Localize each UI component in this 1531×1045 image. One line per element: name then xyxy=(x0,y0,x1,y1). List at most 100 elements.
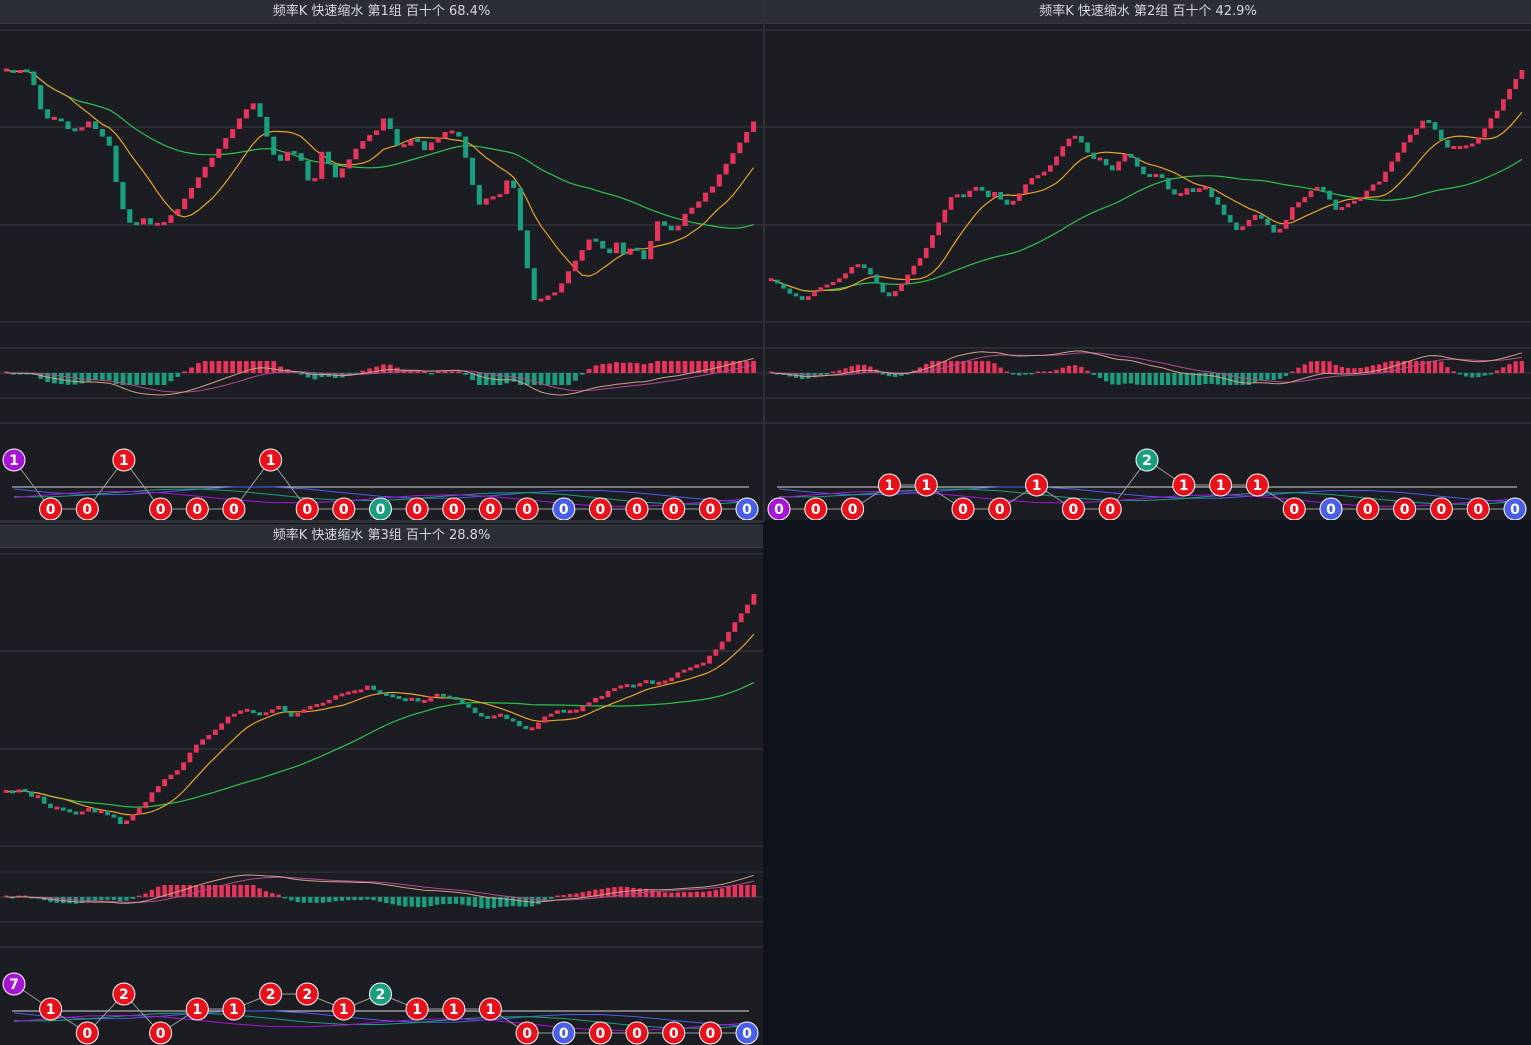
candle xyxy=(374,130,380,135)
candle xyxy=(1308,190,1314,198)
candle xyxy=(542,716,548,723)
ma-short-line xyxy=(770,111,1523,292)
macd-bar xyxy=(573,373,578,381)
candle xyxy=(276,705,281,710)
macd-bar xyxy=(1451,371,1456,373)
candle xyxy=(271,136,277,155)
candle xyxy=(899,283,904,292)
candle xyxy=(460,698,465,705)
marker-circle xyxy=(1061,497,1085,520)
candle xyxy=(111,814,117,818)
macd-bar xyxy=(737,361,743,373)
candle xyxy=(1271,225,1277,233)
candle xyxy=(572,260,578,272)
candle xyxy=(86,121,92,128)
candle xyxy=(1259,214,1264,219)
candle xyxy=(339,168,345,178)
macd-bar xyxy=(1010,373,1016,375)
macd-bar xyxy=(710,361,715,373)
macd-bar xyxy=(113,373,119,385)
marker-circle xyxy=(1098,497,1122,520)
macd-bar xyxy=(1203,373,1208,385)
candle xyxy=(278,154,284,161)
candle xyxy=(524,230,530,269)
macd-bar xyxy=(162,885,167,897)
marker: 0 xyxy=(185,497,209,520)
marker: 0 xyxy=(75,497,99,520)
macd-bar xyxy=(161,373,167,385)
marker-label: 0 xyxy=(1069,502,1079,518)
candle xyxy=(745,604,750,614)
marker: 0 xyxy=(149,497,173,520)
macd-bar xyxy=(504,373,510,384)
candle xyxy=(470,157,476,185)
candle xyxy=(713,649,719,656)
candle xyxy=(35,795,41,799)
marker-circle xyxy=(2,972,26,996)
candle xyxy=(726,631,731,642)
candle xyxy=(1141,166,1146,175)
candle xyxy=(447,695,453,699)
macd-bar xyxy=(308,897,313,903)
marker-label: 0 xyxy=(774,502,784,518)
marker: 0 xyxy=(552,497,576,520)
macd-bar xyxy=(1252,373,1258,383)
macd-bar xyxy=(675,892,680,897)
candle xyxy=(390,694,396,698)
candle xyxy=(1345,203,1351,208)
macd-bar xyxy=(656,891,661,897)
marker: 0 xyxy=(1319,497,1343,520)
marker-label: 0 xyxy=(1400,502,1410,518)
candle xyxy=(961,194,966,198)
marker-label: 1 xyxy=(266,453,276,469)
macd-bar xyxy=(643,888,649,897)
marker-circle xyxy=(39,997,63,1021)
macd-bar xyxy=(319,373,325,378)
candle xyxy=(1246,219,1252,227)
macd-bar xyxy=(111,897,117,900)
chart-panel-1[interactable]: 频率K 快速缩水 第1组 百十个 68.4% 1 0 0 1 0 0 0 1 0 0 0 0 0 0 0 0 0… xyxy=(0,0,763,520)
macd-bar xyxy=(1035,371,1040,373)
macd-bar xyxy=(1327,361,1332,373)
macd-bar xyxy=(141,373,146,385)
candle xyxy=(985,190,991,198)
candle xyxy=(312,178,318,182)
macd-bar xyxy=(668,361,674,373)
candle xyxy=(1017,193,1022,201)
marker-circle xyxy=(1393,497,1417,520)
macd-bar xyxy=(1321,361,1326,373)
candle xyxy=(1476,137,1481,144)
chart-panel-3[interactable]: 频率K 快速缩水 第3组 百十个 28.8% 7 1 0 2 0 1 1 2 2 1 2 1 1 1 0 0 0… xyxy=(0,524,763,1045)
candle xyxy=(29,791,34,797)
candle xyxy=(147,218,153,225)
macd-bar xyxy=(1159,373,1165,385)
marker-circle xyxy=(1282,497,1306,520)
macd-bar xyxy=(1023,373,1028,375)
marker-label: 0 xyxy=(706,502,716,518)
candle xyxy=(768,278,774,282)
marker: 1 xyxy=(405,997,429,1021)
candle xyxy=(682,213,688,226)
macd-bar xyxy=(120,373,126,385)
macd-bar xyxy=(1017,373,1022,376)
marker-circle xyxy=(552,1021,576,1045)
marker-label: 1 xyxy=(46,1002,56,1018)
macd-bar xyxy=(688,892,693,897)
candle xyxy=(134,222,140,226)
macd-bar xyxy=(641,364,647,373)
marker: 0 xyxy=(295,497,319,520)
macd-bar xyxy=(538,373,544,385)
marker-label: 0 xyxy=(706,1026,716,1042)
marker-label: 0 xyxy=(486,502,496,518)
candle xyxy=(637,683,643,687)
candle xyxy=(751,594,757,605)
marker-label: 0 xyxy=(522,1026,532,1042)
macd-bar xyxy=(620,362,626,373)
candle xyxy=(377,690,383,694)
candle xyxy=(384,693,389,696)
macd-bar xyxy=(973,361,978,373)
candle xyxy=(650,680,655,684)
candle xyxy=(1054,156,1059,166)
macd-dif-line xyxy=(6,357,754,396)
